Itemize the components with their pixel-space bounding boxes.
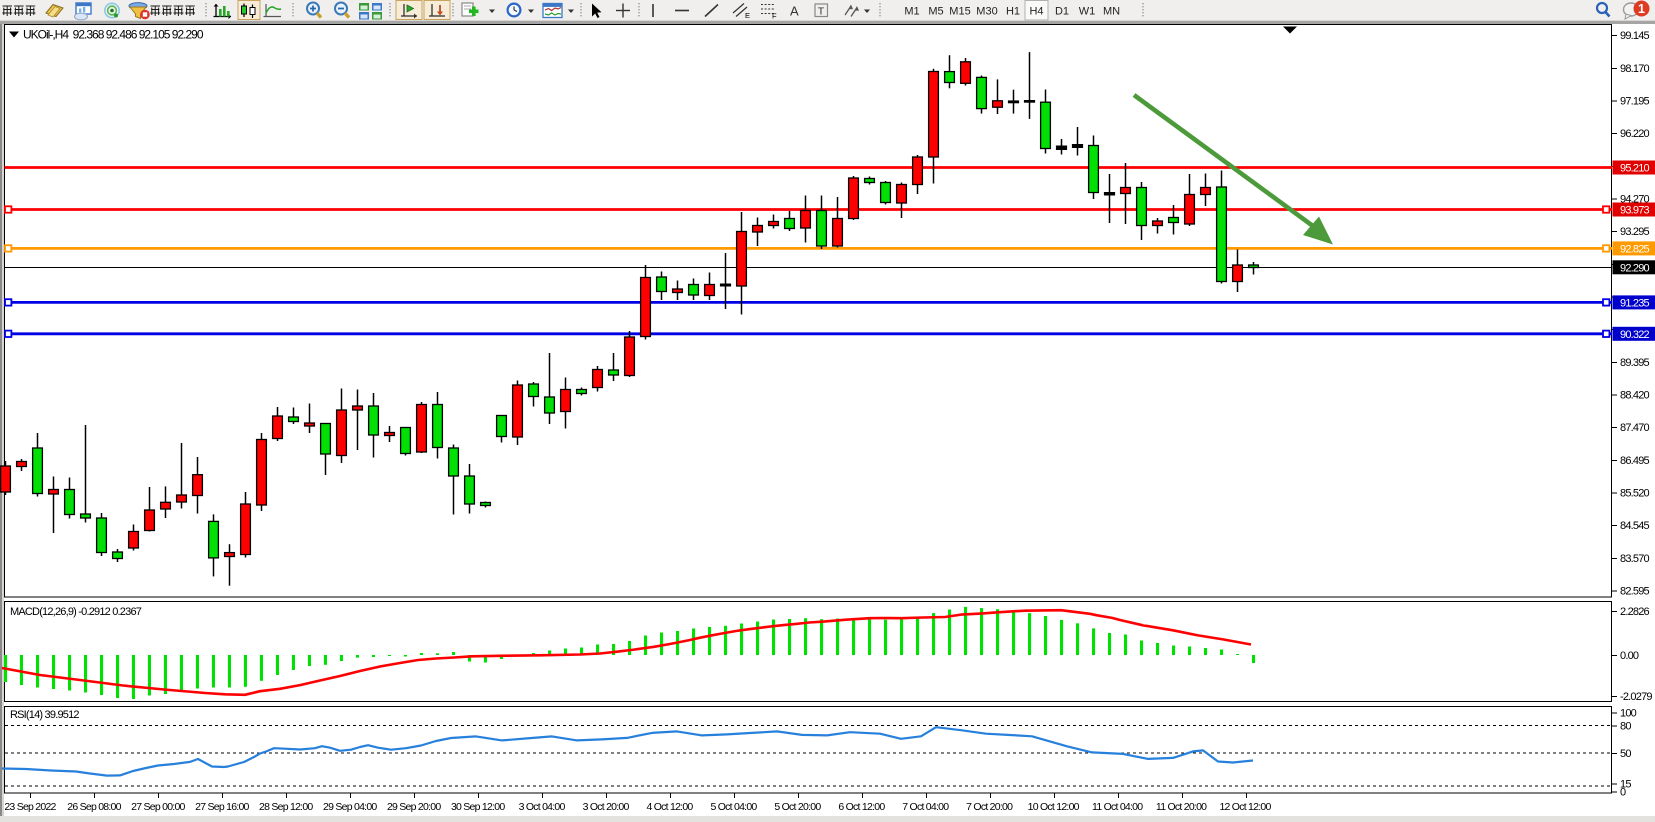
svg-text:89.395: 89.395	[1620, 357, 1650, 369]
svg-text:0.00: 0.00	[1620, 650, 1639, 662]
svg-text:11 Oct 04:00: 11 Oct 04:00	[1092, 801, 1143, 813]
svg-text:12 Oct 12:00: 12 Oct 12:00	[1219, 801, 1271, 813]
svg-text:92.290: 92.290	[1620, 262, 1650, 274]
svg-text:11 Oct 20:00: 11 Oct 20:00	[1156, 801, 1207, 813]
svg-text:50: 50	[1620, 748, 1631, 760]
svg-text:92.825: 92.825	[1620, 243, 1650, 255]
svg-text:86.495: 86.495	[1620, 455, 1650, 467]
svg-text:85.520: 85.520	[1620, 487, 1650, 499]
svg-text:1: 1	[1638, 2, 1645, 16]
svg-text:5 Oct 04:00: 5 Oct 04:00	[710, 801, 757, 813]
svg-text:98.170: 98.170	[1620, 63, 1650, 75]
svg-text:F: F	[772, 12, 777, 21]
svg-text:T: T	[818, 5, 825, 17]
svg-text:H4: H4	[1029, 6, 1043, 18]
svg-text:29 Sep 20:00: 29 Sep 20:00	[387, 801, 441, 813]
svg-text:26 Sep 08:00: 26 Sep 08:00	[67, 801, 121, 813]
svg-text:93.973: 93.973	[1620, 205, 1650, 217]
svg-text:88.420: 88.420	[1620, 390, 1650, 402]
svg-text:30 Sep 12:00: 30 Sep 12:00	[451, 801, 505, 813]
svg-text:4 Oct 12:00: 4 Oct 12:00	[646, 801, 693, 813]
svg-text:80: 80	[1620, 720, 1631, 732]
svg-text:97.195: 97.195	[1620, 96, 1650, 108]
svg-text:27 Sep 16:00: 27 Sep 16:00	[195, 801, 249, 813]
svg-text:H1: H1	[1006, 6, 1020, 18]
svg-text:28 Sep 12:00: 28 Sep 12:00	[259, 801, 313, 813]
svg-text:3 Oct 20:00: 3 Oct 20:00	[583, 801, 630, 813]
svg-text:A: A	[790, 4, 799, 19]
svg-text:0: 0	[1620, 787, 1626, 799]
svg-text:3 Oct 04:00: 3 Oct 04:00	[519, 801, 566, 813]
svg-text:100: 100	[1620, 708, 1637, 720]
svg-text:E: E	[745, 11, 750, 20]
svg-text:84.545: 84.545	[1620, 520, 1650, 532]
svg-text:7 Oct 04:00: 7 Oct 04:00	[902, 801, 949, 813]
svg-text:82.595: 82.595	[1620, 585, 1650, 597]
svg-text:15: 15	[1620, 779, 1631, 791]
svg-text:5 Oct 20:00: 5 Oct 20:00	[774, 801, 821, 813]
svg-text:29 Sep 04:00: 29 Sep 04:00	[323, 801, 377, 813]
svg-text:83.570: 83.570	[1620, 553, 1650, 565]
svg-text:91.235: 91.235	[1620, 297, 1650, 309]
svg-text:95.210: 95.210	[1620, 163, 1650, 175]
svg-text:93.295: 93.295	[1620, 226, 1650, 238]
svg-text:7 Oct 20:00: 7 Oct 20:00	[966, 801, 1013, 813]
svg-text:2.2826: 2.2826	[1620, 606, 1650, 618]
svg-text:MACD(12,26,9) -0.2912 0.2367: MACD(12,26,9) -0.2912 0.2367	[10, 606, 142, 618]
svg-text:UKOil-,H4 92.368 92.486 92.10: UKOil-,H4 92.368 92.486 92.105 92.290	[23, 28, 204, 42]
svg-text:-2.0279: -2.0279	[1620, 691, 1652, 703]
svg-text:96.220: 96.220	[1620, 128, 1650, 140]
svg-text:M15: M15	[949, 6, 970, 18]
svg-text:M5: M5	[928, 6, 943, 18]
svg-text:W1: W1	[1079, 6, 1096, 18]
svg-text:M30: M30	[976, 6, 997, 18]
svg-text:6 Oct 12:00: 6 Oct 12:00	[838, 801, 885, 813]
svg-text:D1: D1	[1055, 6, 1069, 18]
svg-text:RSI(14) 39.9512: RSI(14) 39.9512	[10, 709, 79, 721]
svg-text:87.470: 87.470	[1620, 422, 1650, 434]
svg-text:99.145: 99.145	[1620, 30, 1650, 42]
svg-text:10 Oct 12:00: 10 Oct 12:00	[1028, 801, 1080, 813]
svg-text:23 Sep 2022: 23 Sep 2022	[4, 801, 56, 813]
svg-text:27 Sep 00:00: 27 Sep 00:00	[131, 801, 185, 813]
svg-text:M1: M1	[904, 6, 919, 18]
svg-text:90.322: 90.322	[1620, 329, 1650, 341]
svg-text:MN: MN	[1103, 6, 1120, 18]
